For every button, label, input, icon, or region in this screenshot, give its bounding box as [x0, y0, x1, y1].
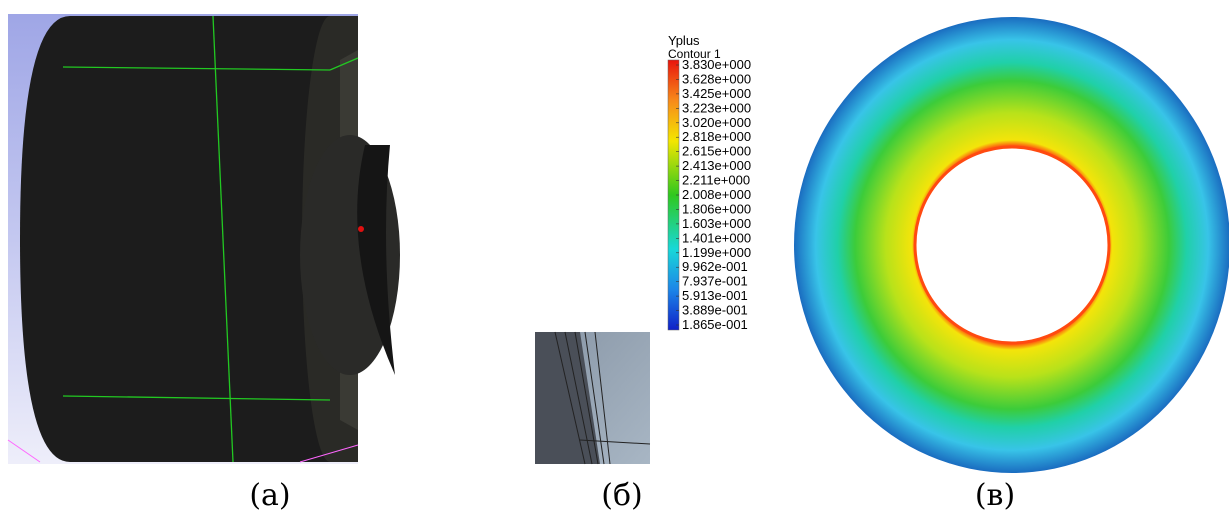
- legend-label: 2.413e+000: [682, 158, 751, 173]
- legend-label: 2.818e+000: [682, 129, 751, 144]
- mesh-view: [8, 14, 400, 464]
- legend-label: 1.199e+000: [682, 245, 751, 260]
- legend-label: 3.425e+000: [682, 86, 751, 101]
- legend-label: 1.401e+000: [682, 230, 751, 245]
- legend-label: 5.913e-001: [682, 288, 748, 303]
- legend-label: 3.020e+000: [682, 115, 751, 130]
- legend-label: 3.889e-001: [682, 303, 748, 318]
- legend-label: 3.830e+000: [682, 57, 751, 72]
- legend-label: 2.615e+000: [682, 144, 751, 159]
- legend-label: 2.008e+000: [682, 187, 751, 202]
- mesh-zoom: [535, 332, 650, 464]
- legend-label: 1.603e+000: [682, 216, 751, 231]
- caption: (б): [601, 478, 642, 513]
- page: YplusContour 13.830e+0003.628e+0003.425e…: [0, 0, 1229, 517]
- legend-label: 3.628e+000: [682, 71, 751, 86]
- legend-label: 2.211e+000: [682, 173, 750, 188]
- caption: (в): [975, 478, 1015, 513]
- legend-title: Yplus: [668, 33, 700, 48]
- caption: (а): [249, 478, 290, 513]
- contour-plot: [794, 17, 1229, 473]
- legend-label: 7.937e-001: [682, 274, 748, 289]
- legend-label: 9.962e-001: [682, 259, 748, 274]
- legend-label: 1.806e+000: [682, 201, 751, 216]
- legend-label: 1.865e-001: [682, 317, 748, 332]
- legend-label: 3.223e+000: [682, 100, 751, 115]
- figure: YplusContour 13.830e+0003.628e+0003.425e…: [0, 0, 1229, 517]
